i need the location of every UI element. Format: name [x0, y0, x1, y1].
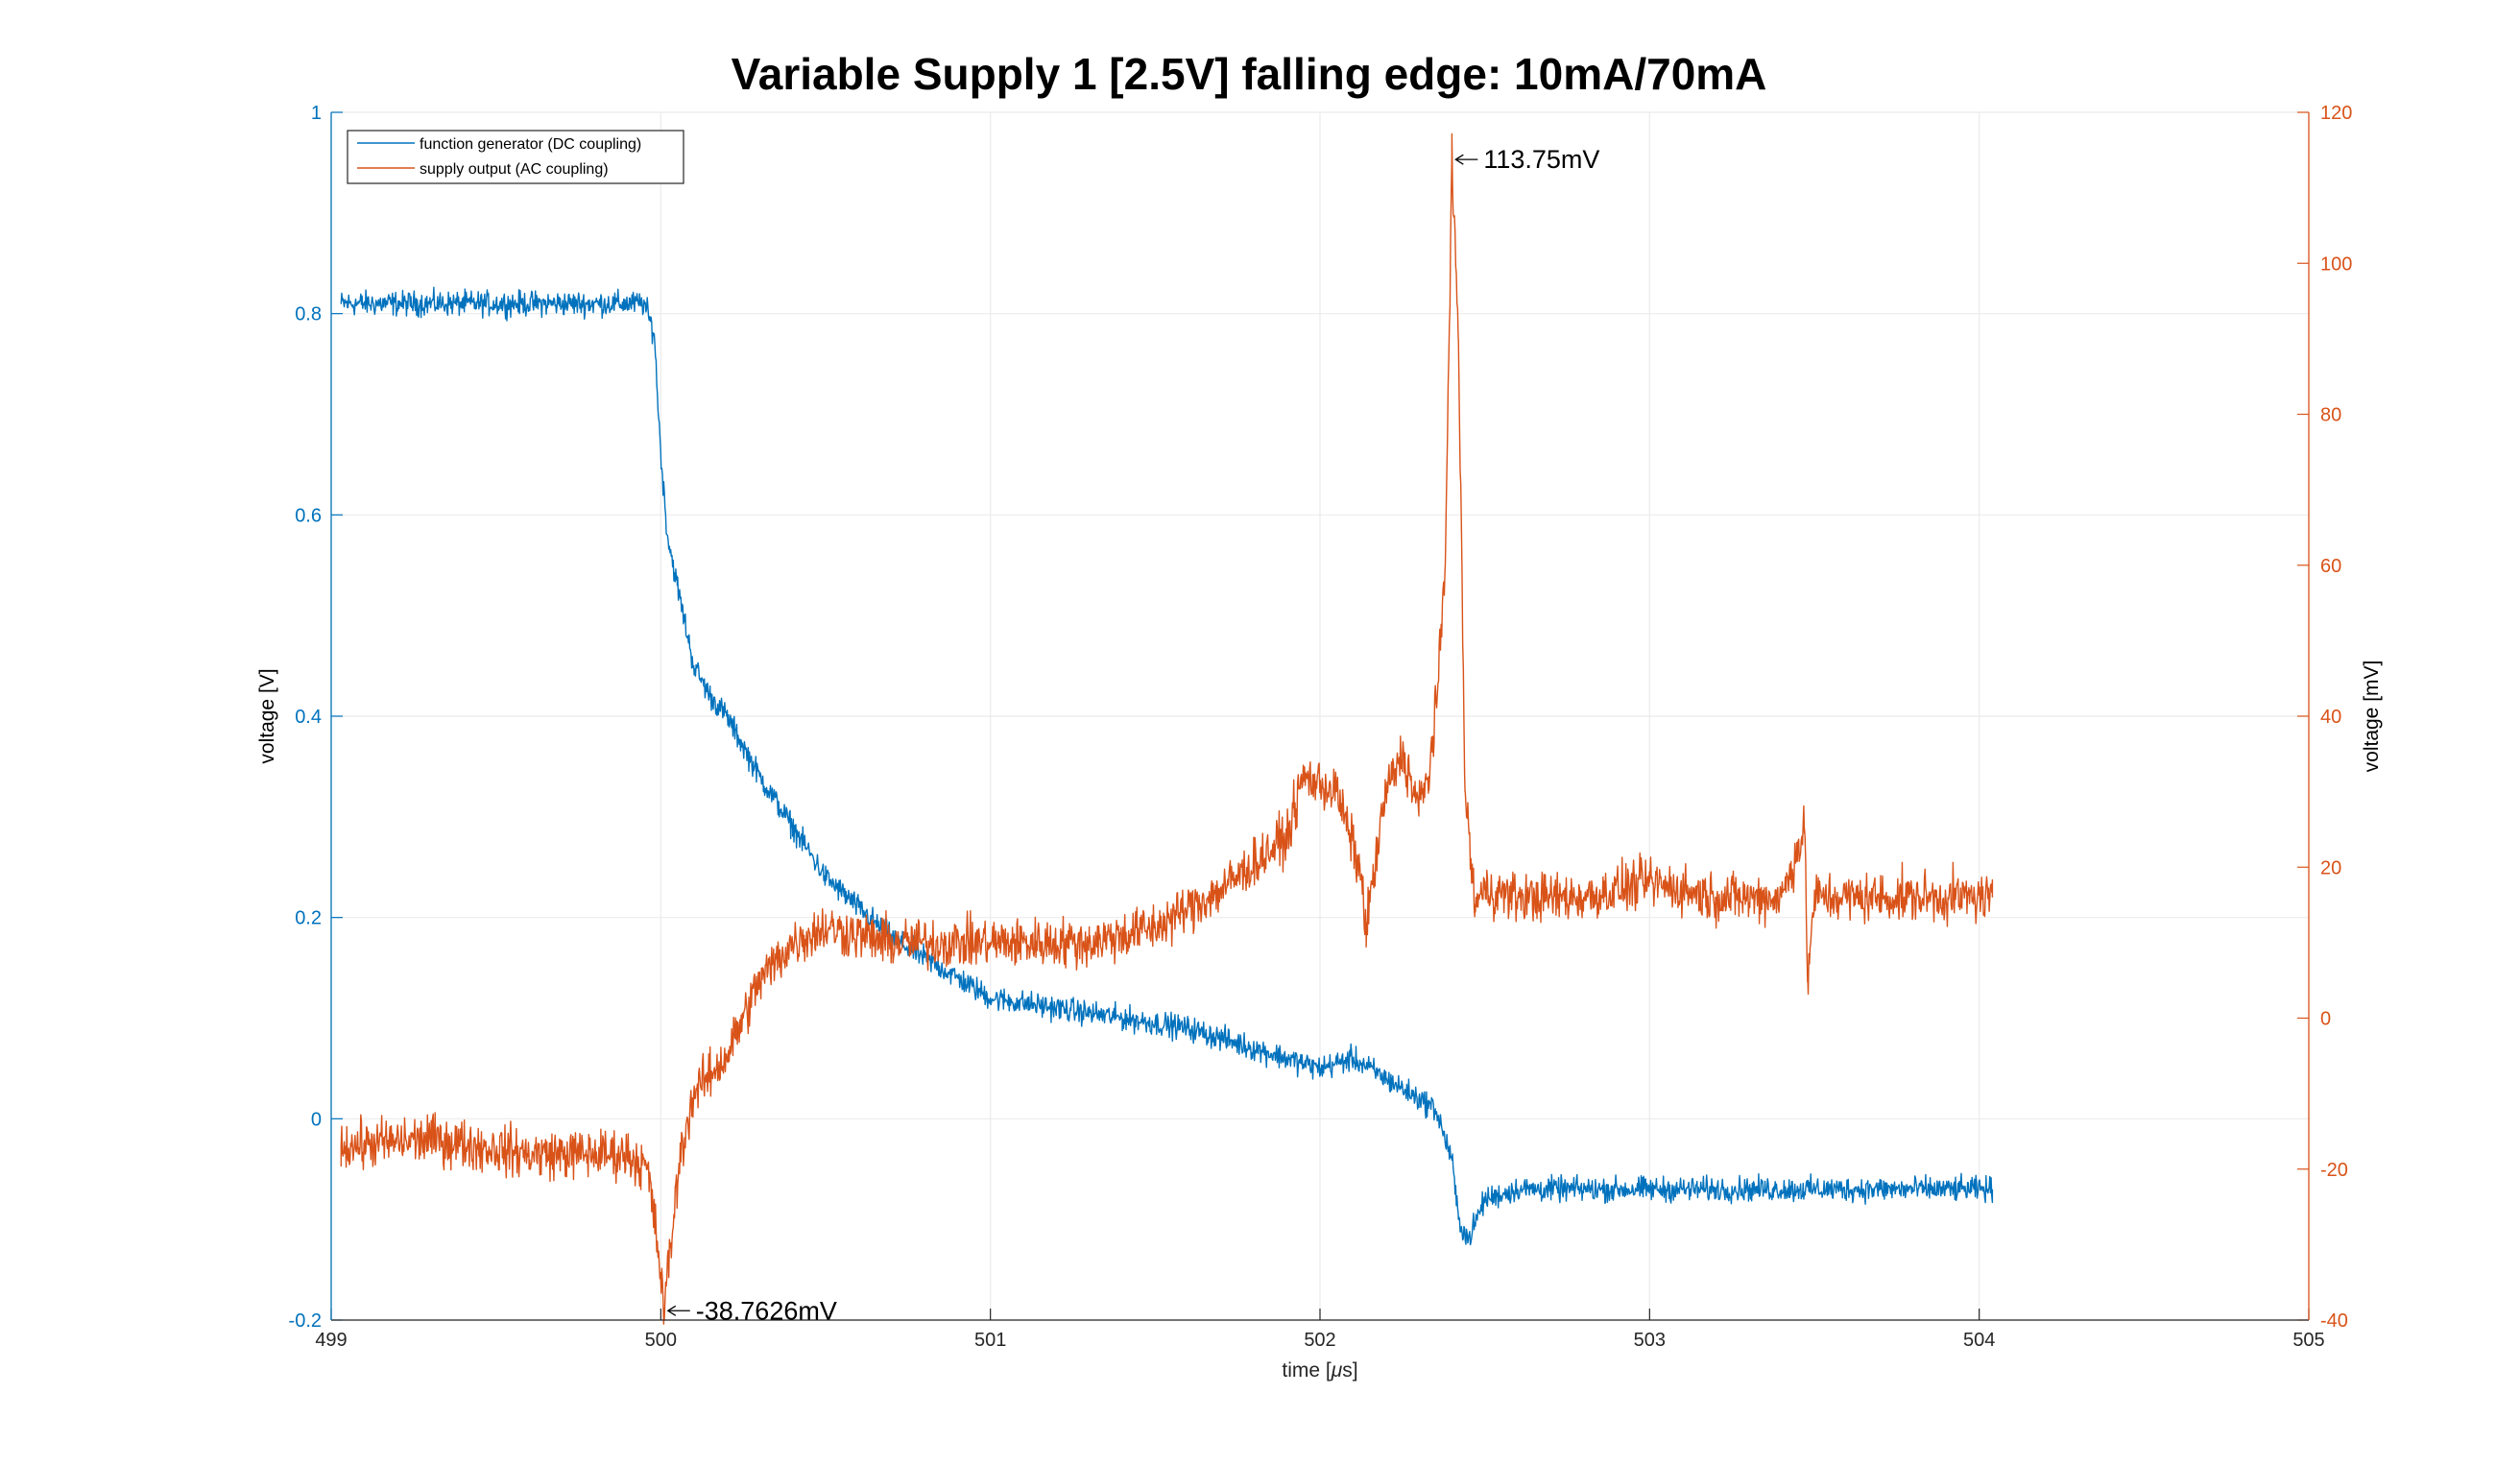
- legend-box: [347, 130, 684, 184]
- x-tick-label: 504: [1963, 1330, 1995, 1351]
- y-tick-label-left: 0.8: [295, 304, 322, 325]
- y-axis-label-left: voltage [V]: [256, 668, 278, 763]
- y-tick-label-right: 40: [2320, 707, 2341, 728]
- annotation-label: 113.75mV: [1483, 145, 1599, 174]
- x-tick-label: 500: [645, 1330, 677, 1351]
- legend: function generator (DC coupling) supply …: [347, 130, 684, 184]
- legend-label-function-generator: function generator (DC coupling): [420, 136, 641, 153]
- x-tick-label: 503: [1634, 1330, 1666, 1351]
- y-tick-label-left: 0.4: [295, 707, 322, 728]
- x-tick-label: 499: [315, 1330, 347, 1351]
- axes: 499 500 501 502 503 504 505 -0.2 0 0.2 0.4 0.6 0.8 1 -…: [289, 103, 2353, 1351]
- y-tick-label-left: 0: [311, 1109, 322, 1130]
- annotations: 113.75mV -38.7626mV: [666, 145, 1599, 1325]
- y-tick-label-left: 0.6: [295, 505, 322, 526]
- y-tick-label-right: 20: [2320, 857, 2341, 878]
- y-tick-label-right: 100: [2320, 253, 2352, 275]
- y-tick-label-left: 1: [311, 103, 322, 124]
- y-axis-label-right: voltage [mV]: [2361, 661, 2383, 773]
- y-tick-label-left: 0.2: [295, 908, 322, 929]
- y-tick-label-right: 60: [2320, 556, 2341, 577]
- x-tick-label: 502: [1304, 1330, 1335, 1351]
- annotation-arrowhead: [666, 1305, 677, 1316]
- y-tick-label-right: 80: [2320, 405, 2341, 426]
- chart-title: Variable Supply 1 [2.5V] falling edge: 1…: [732, 49, 1767, 99]
- grid: [330, 111, 2310, 1321]
- y-tick-label-right: -20: [2320, 1160, 2348, 1181]
- y-tick-label-right: 0: [2320, 1009, 2331, 1030]
- plot-area: [340, 132, 1994, 1325]
- y-tick-label-right: 120: [2320, 103, 2352, 124]
- x-tick-label: 501: [974, 1330, 1006, 1351]
- series-supply-output: [340, 132, 1994, 1325]
- y-tick-label-left: -0.2: [289, 1310, 322, 1332]
- legend-label-supply-output: supply output (AC coupling): [420, 161, 609, 178]
- series-function-generator: [340, 286, 1994, 1246]
- y-tick-label-right: -40: [2320, 1310, 2348, 1332]
- annotation-arrowhead: [1454, 154, 1464, 165]
- annotation-label: -38.7626mV: [696, 1296, 837, 1325]
- x-tick-label: 505: [2292, 1330, 2324, 1351]
- x-axis-label: time [μs]: [1282, 1359, 1357, 1382]
